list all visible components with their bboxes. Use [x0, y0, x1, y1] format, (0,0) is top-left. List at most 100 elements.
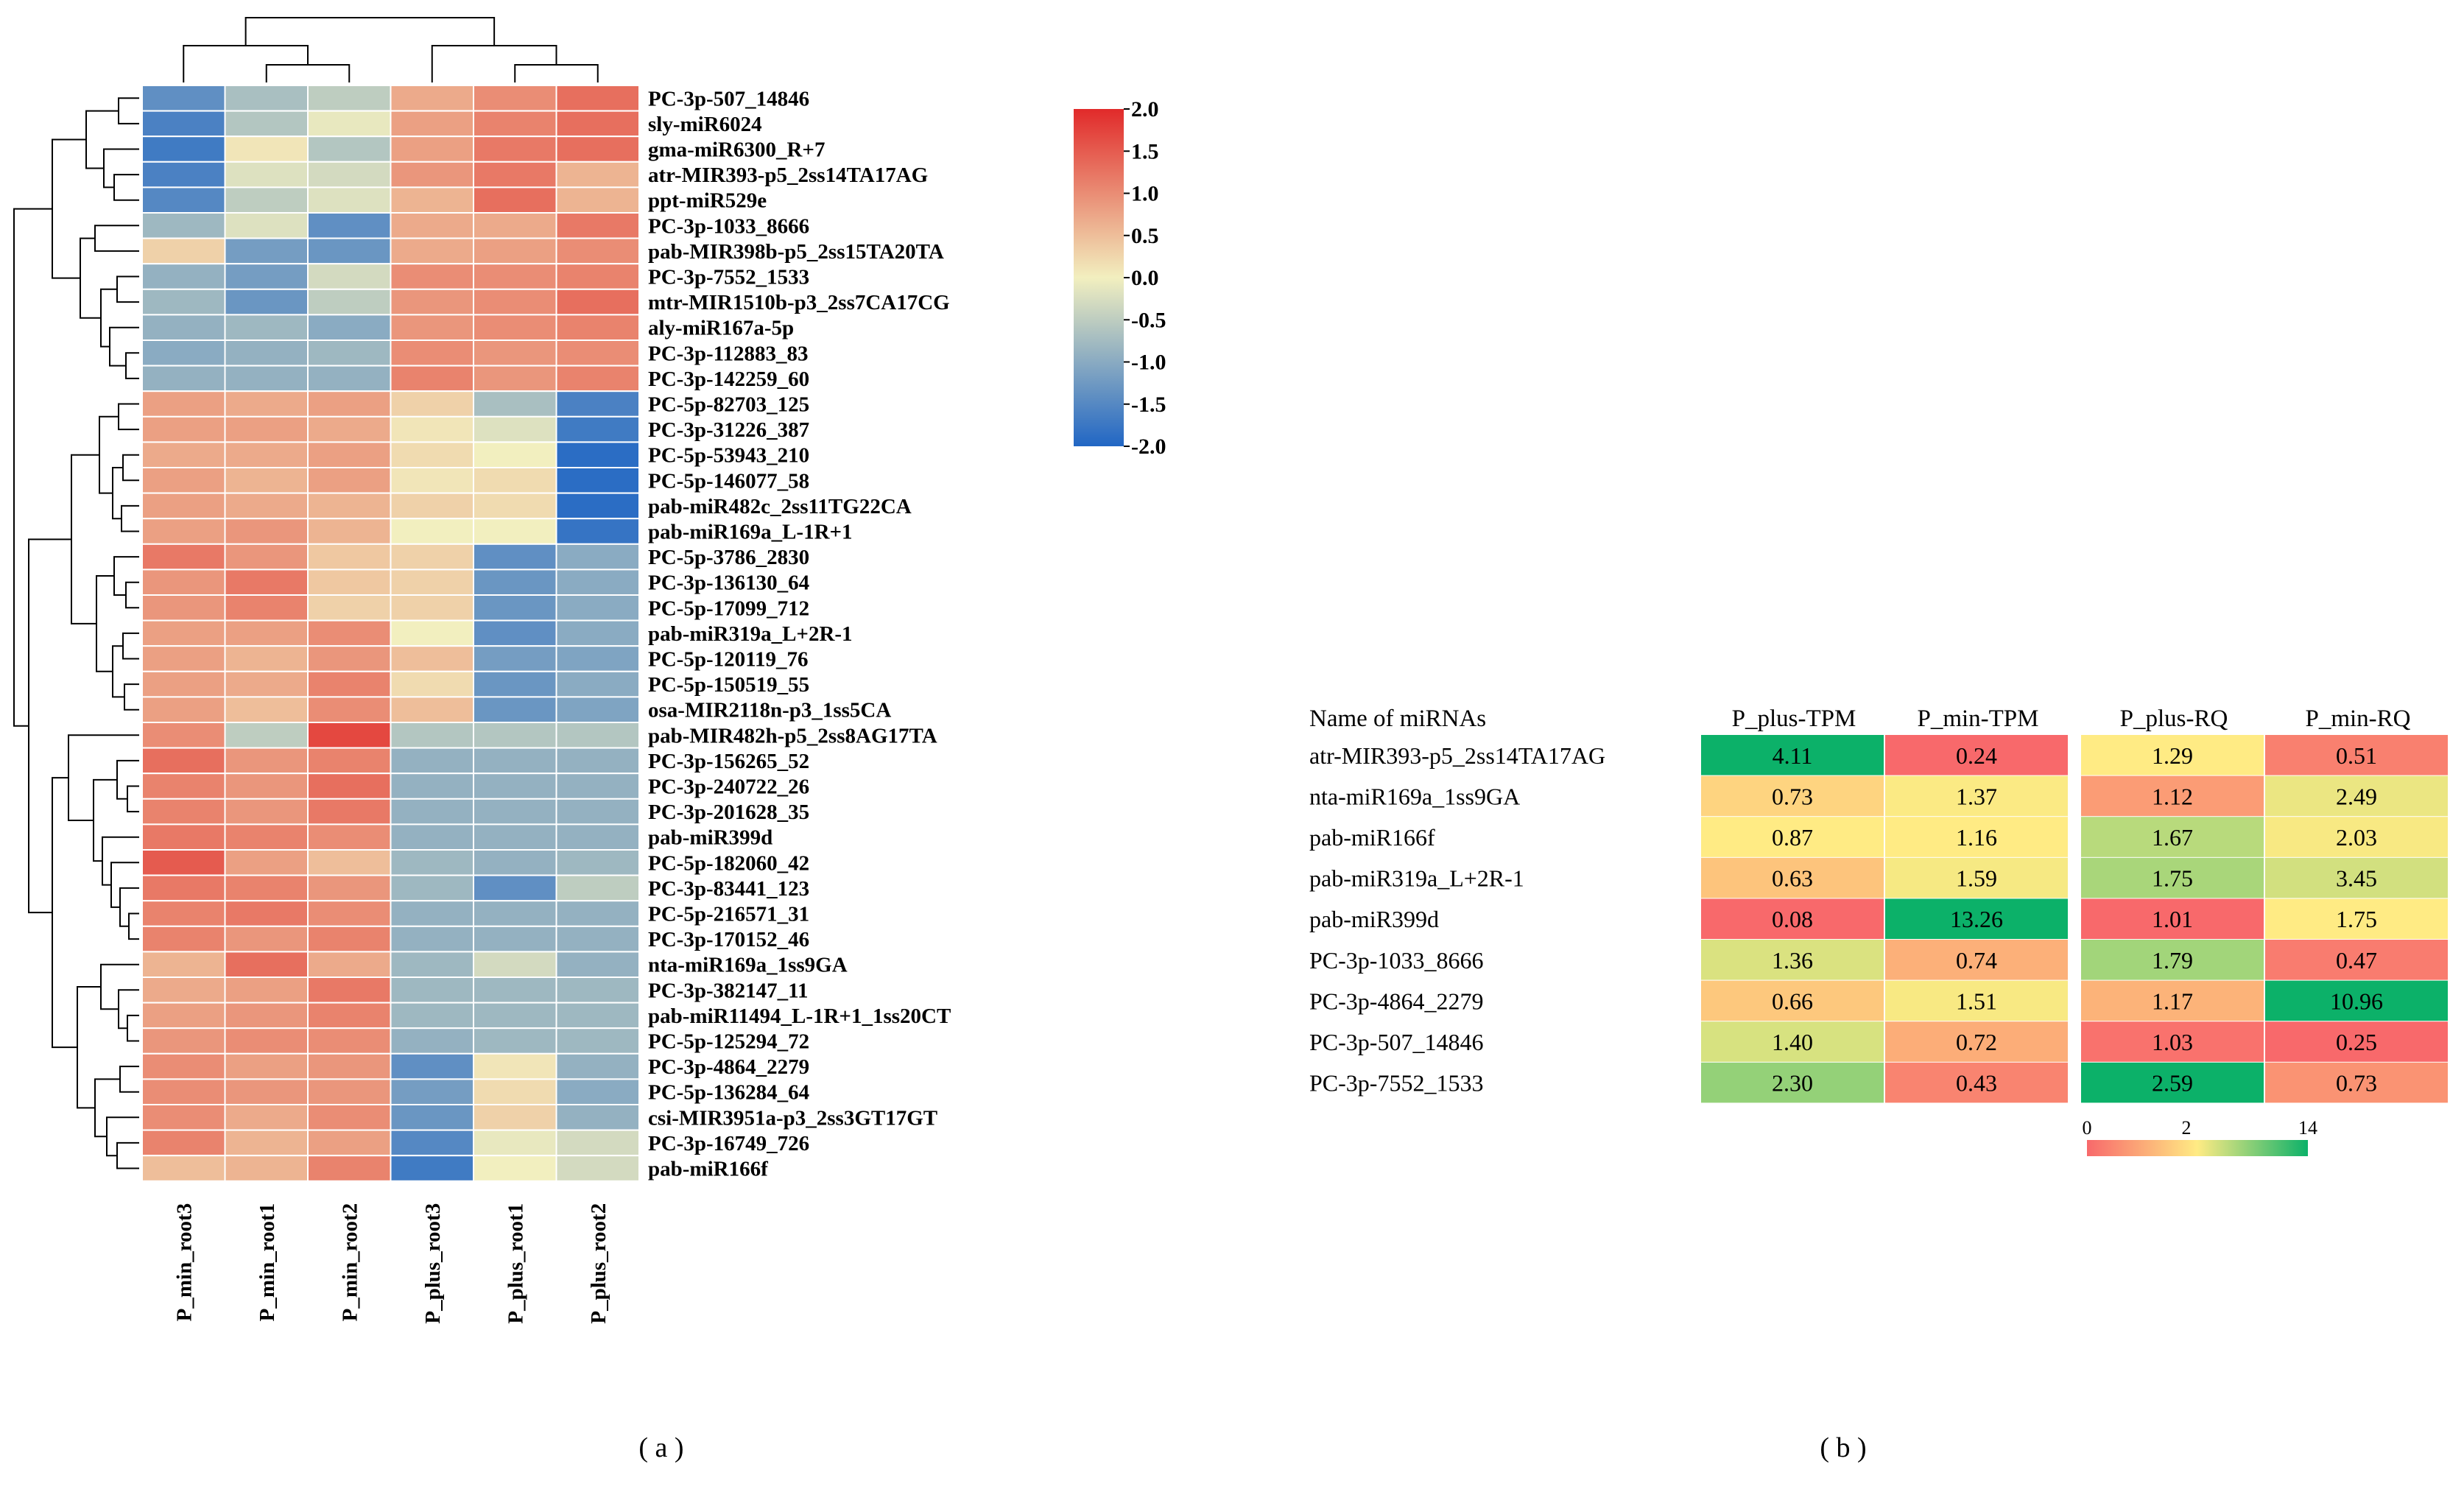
heatmap-cell — [473, 1052, 557, 1080]
heatmap-cell — [473, 773, 557, 800]
heatmap-cell — [307, 365, 392, 393]
column-dendrogram-branch — [514, 64, 599, 82]
heatmap-cell — [141, 619, 226, 647]
heatmap-cell — [224, 1078, 309, 1106]
heatmap-cell — [224, 441, 309, 469]
heatmap-row-label: PC-3p-7552_1533 — [648, 266, 809, 289]
table-cell — [1885, 940, 2068, 980]
heatmap-cell — [224, 492, 309, 520]
heatmap-cell — [390, 645, 474, 672]
table-row-name: pab-miR399d — [1309, 906, 1439, 932]
heatmap-cell — [141, 339, 226, 367]
row-dendrogram-branch — [68, 734, 139, 821]
row-dendrogram-branch — [119, 1066, 139, 1093]
row-dendrogram-branch — [116, 759, 139, 800]
table-cell-value: 1.51 — [1956, 988, 1997, 1014]
heatmap-cell — [307, 263, 392, 290]
heatmap-cell — [141, 900, 226, 927]
heatmap-cell — [141, 798, 226, 826]
table-cell — [1885, 817, 2068, 857]
heatmap-cell — [390, 670, 474, 698]
heatmap-cell — [473, 365, 557, 393]
heatmap-cell — [224, 977, 309, 1004]
heatmap-cell — [224, 773, 309, 800]
heatmap-row-label: pab-miR166f — [648, 1158, 768, 1181]
heatmap-cell — [141, 747, 226, 775]
heatmap-cell — [307, 925, 392, 953]
heatmap-cell — [307, 670, 392, 698]
colorbar-tick-label: -1.0 — [1131, 351, 1166, 375]
heatmap-cell — [390, 1155, 474, 1182]
heatmap-column-label: P_plus_root2 — [587, 1203, 610, 1324]
heatmap-row-label: PC-3p-112883_83 — [648, 342, 809, 365]
table-colorbar-gradient — [2087, 1140, 2308, 1156]
heatmap-cell — [473, 798, 557, 826]
heatmap-cell — [141, 237, 226, 265]
table-cell-value: 1.29 — [2152, 742, 2193, 769]
heatmap-cell — [141, 645, 226, 672]
heatmap-cell — [473, 645, 557, 672]
heatmap-cell — [473, 263, 557, 290]
table-cell — [1885, 1062, 2068, 1103]
heatmap-row-label: PC-3p-1033_8666 — [648, 214, 809, 238]
heatmap-cell — [555, 237, 640, 265]
heatmap-row-label: PC-5p-136284_64 — [648, 1081, 809, 1105]
table-cell — [2081, 775, 2264, 817]
heatmap-cell — [307, 186, 392, 214]
table-cell-value: 0.63 — [1772, 865, 1813, 892]
heatmap-cell — [307, 569, 392, 597]
heatmap-cell — [555, 722, 640, 749]
table-header: Name of miRNAs P_plus-TPM P_min-TPM P_plus-… — [1309, 705, 2411, 732]
heatmap-cell — [307, 977, 392, 1004]
heatmap-row-label: pab-miR399d — [648, 826, 772, 850]
table-cell — [1885, 775, 2068, 817]
heatmap-cell — [473, 823, 557, 851]
heatmap-cell — [555, 543, 640, 571]
heatmap-cell — [555, 467, 640, 494]
row-dendrogram-branch — [113, 556, 139, 596]
heatmap-cell — [555, 670, 640, 698]
heatmap-cell — [224, 594, 309, 622]
table-cell — [2265, 980, 2448, 1021]
heatmap-cell — [555, 798, 640, 826]
heatmap-cell — [555, 441, 640, 469]
heatmap-cell — [224, 925, 309, 953]
heatmap-cell — [224, 645, 309, 672]
heatmap-cell — [141, 441, 226, 469]
colorbar-tick-label: -0.5 — [1131, 308, 1166, 332]
heatmap-row-label: PC-5p-150519_55 — [648, 673, 809, 697]
heatmap-cell — [473, 314, 557, 341]
table-cell-value: 1.59 — [1956, 865, 1997, 892]
heatmap-cell — [390, 798, 474, 826]
heatmap-cell — [141, 186, 226, 214]
heatmap-cell — [555, 263, 640, 290]
heatmap-cell — [390, 415, 474, 443]
heatmap-cell — [473, 212, 557, 239]
heatmap-cell — [555, 85, 640, 112]
heatmap-cell — [555, 900, 640, 927]
column-dendrogram-branch — [244, 17, 496, 46]
heatmap-cell — [307, 136, 392, 163]
colorbar-tick-label: 1.0 — [1131, 182, 1159, 206]
heatmap-cell — [307, 110, 392, 138]
heatmap-cell — [141, 415, 226, 443]
heatmap-cell — [141, 951, 226, 979]
table-column-header: Name of miRNAs — [1309, 705, 1486, 732]
table-colorbar: 0 2 14 — [2083, 1117, 2317, 1156]
heatmap-column-label: P_min_root2 — [338, 1203, 362, 1322]
table-column-header: P_plus-TPM — [1732, 705, 1856, 732]
table-cell — [2081, 940, 2264, 980]
row-dendrogram-branch — [94, 1078, 120, 1138]
heatmap-cell — [307, 594, 392, 622]
heatmap-cell — [390, 1104, 474, 1131]
table-cell — [2265, 775, 2448, 817]
row-dendrogram-branch — [121, 504, 139, 532]
heatmap-cell — [555, 977, 640, 1004]
table-cell-value: 2.03 — [2336, 824, 2377, 851]
heatmap-cell — [555, 1129, 640, 1157]
heatmap-cell — [224, 849, 309, 876]
table-cell — [2265, 735, 2448, 775]
table-column-header: P_min-TPM — [1917, 705, 2038, 732]
row-dendrogram-branch — [94, 225, 139, 252]
table-cell — [2265, 857, 2448, 898]
